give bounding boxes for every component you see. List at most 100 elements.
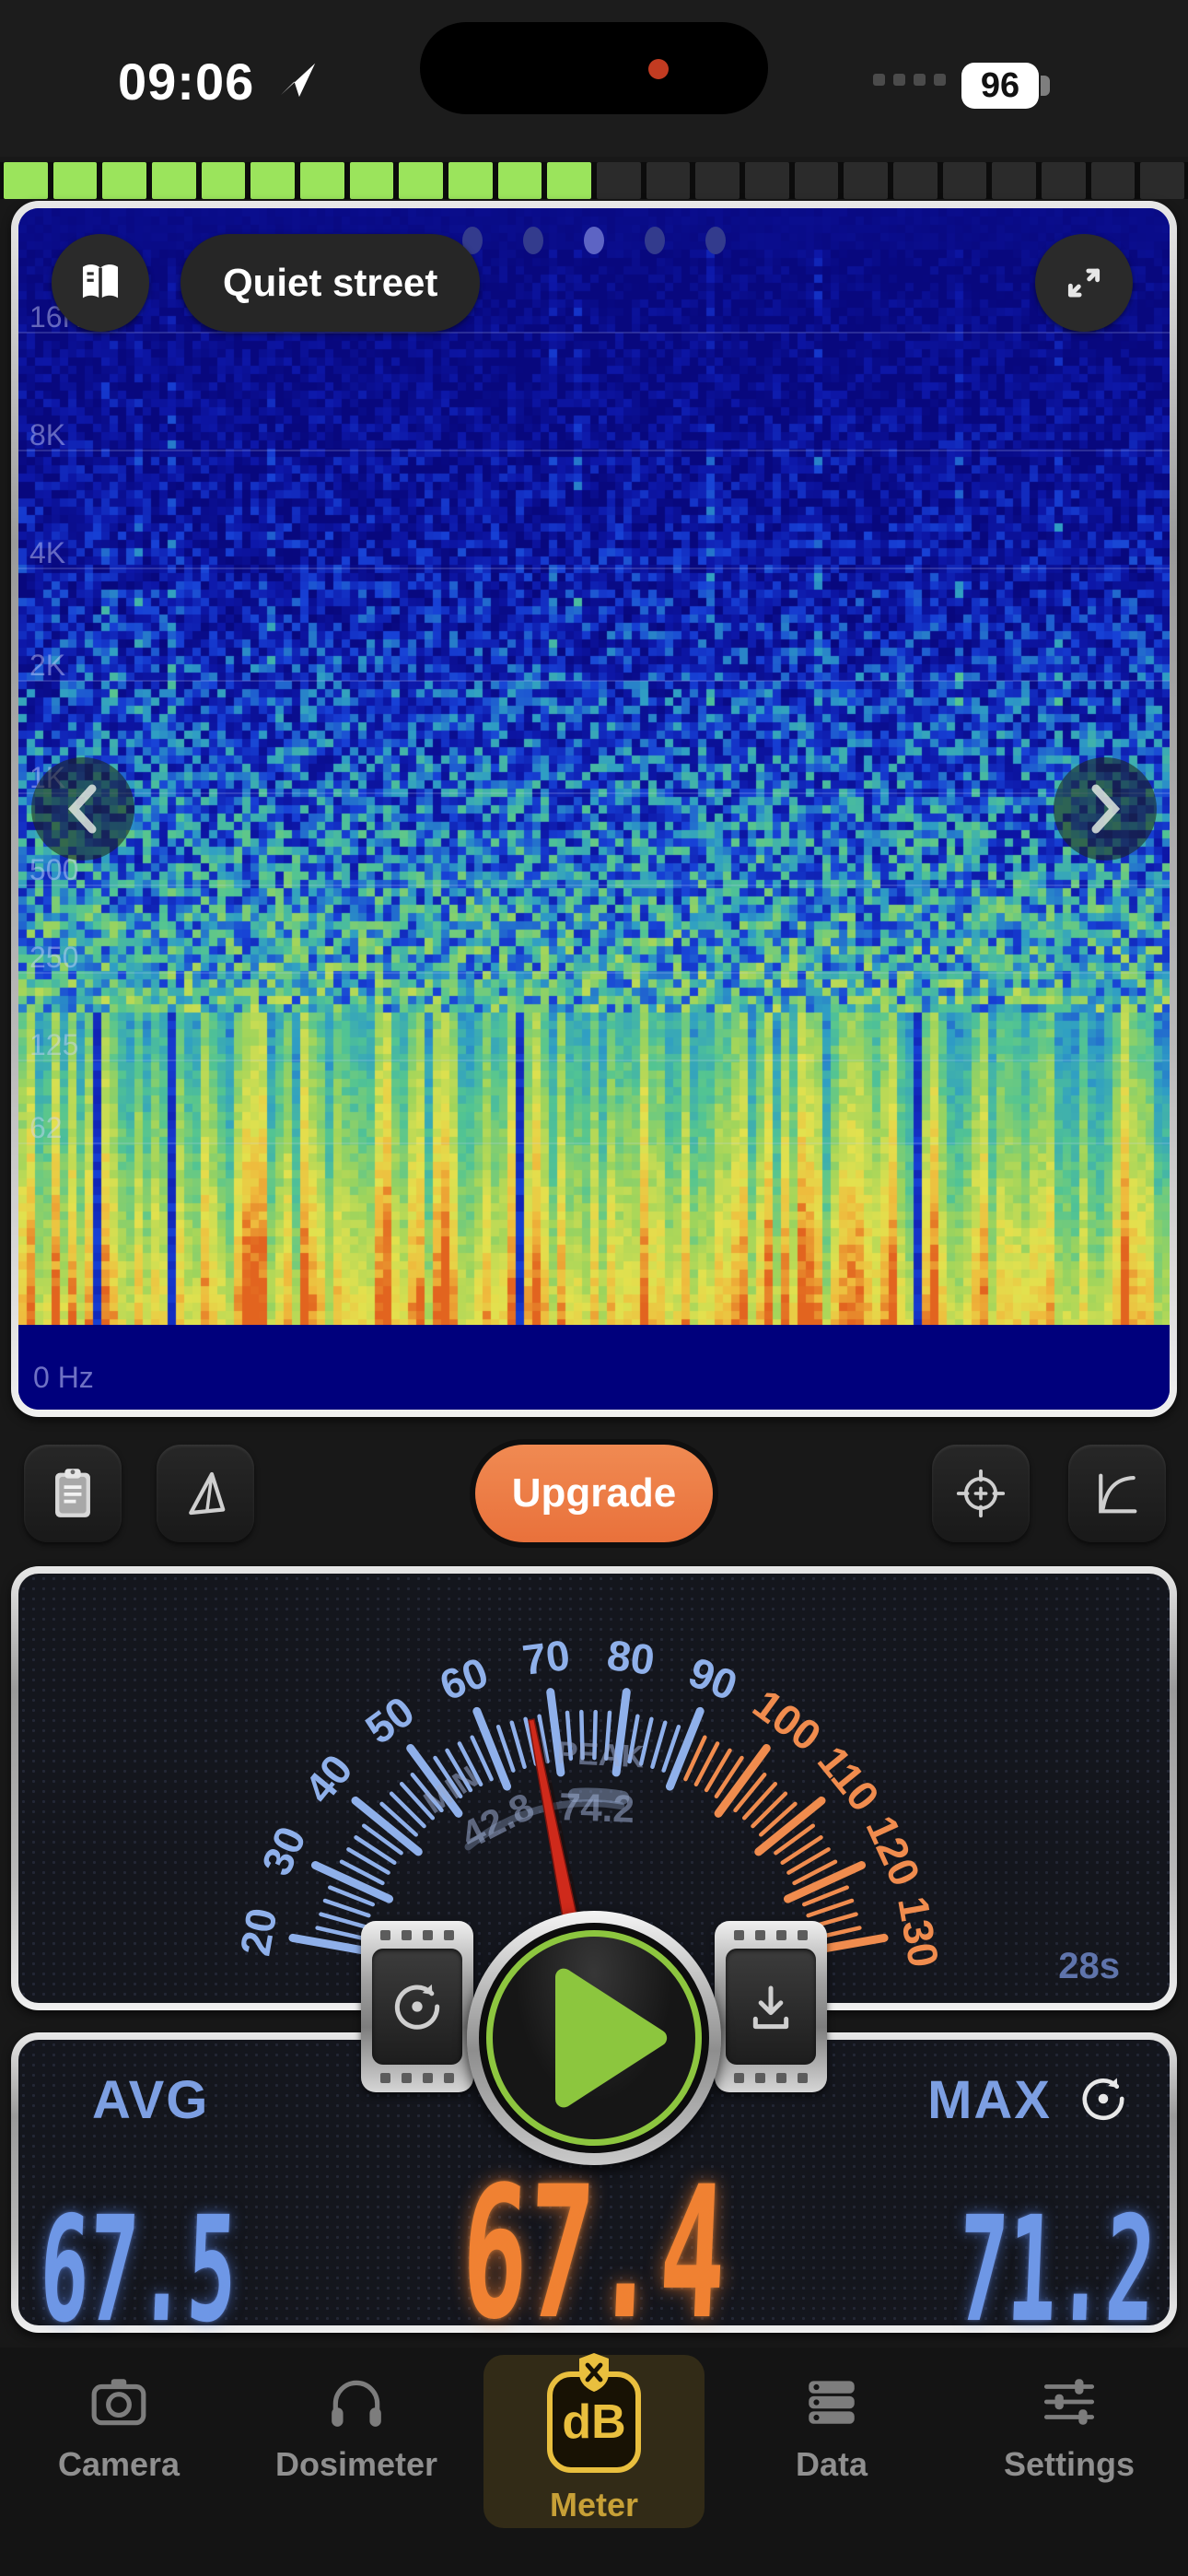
avg-label: AVG — [92, 2070, 210, 2130]
tab-settings[interactable]: Settings — [950, 2348, 1188, 2576]
recording-segment — [992, 162, 1037, 199]
spectrogram-panel: 16K8K4K2K1K50025012562 0 Hz Quiet street — [11, 201, 1177, 1417]
save-button[interactable] — [715, 1921, 827, 2092]
recording-segment — [4, 162, 48, 199]
upgrade-label: Upgrade — [511, 1470, 677, 1516]
page-dot[interactable] — [523, 227, 543, 254]
expand-icon — [1067, 268, 1101, 298]
restart-button[interactable] — [361, 1921, 473, 2092]
report-button[interactable] — [24, 1445, 122, 1542]
frequency-label: 2K — [29, 649, 66, 682]
recording-progress — [0, 162, 1188, 199]
play-icon — [555, 1968, 668, 2108]
battery-nub — [1041, 76, 1050, 96]
cellular-dots — [873, 74, 946, 86]
frequency-gridline — [18, 680, 1170, 682]
frequency-gridline — [18, 450, 1170, 451]
status-bar: 09:06 96 — [0, 0, 1188, 157]
recording-segment — [399, 162, 444, 199]
download-icon — [752, 1985, 789, 2030]
tab-dosimeter[interactable]: Dosimeter — [238, 2348, 475, 2576]
recording-segment — [844, 162, 889, 199]
recording-segment — [547, 162, 592, 199]
page-dot[interactable] — [645, 227, 665, 254]
chart-icon — [1099, 1473, 1137, 1514]
recording-segment — [646, 162, 691, 199]
recording-segment — [152, 162, 196, 199]
frequency-label: 62 — [29, 1111, 63, 1144]
frequency-gridline — [18, 884, 1170, 886]
location-arrow-icon — [280, 63, 316, 98]
clipboard-icon — [55, 1469, 90, 1517]
tab-label: Dosimeter — [274, 2445, 438, 2483]
recording-segment — [201, 162, 246, 199]
max-reset-button[interactable] — [1077, 2073, 1129, 2125]
recording-segment — [448, 162, 493, 199]
presets-button[interactable] — [52, 234, 149, 332]
current-value: 67.4 — [458, 2147, 730, 2359]
calibration-button[interactable] — [157, 1445, 254, 1542]
book-icon — [82, 264, 119, 299]
recording-segment — [794, 162, 839, 199]
frequency-label: 8K — [29, 418, 66, 451]
battery-indicator: 96 — [961, 63, 1039, 109]
tab-label: Meter — [549, 2486, 639, 2523]
play-button[interactable] — [467, 1911, 721, 2165]
scroll-left-button[interactable] — [31, 757, 134, 861]
recording-segment — [695, 162, 740, 199]
upgrade-button[interactable]: Upgrade — [475, 1445, 713, 1542]
frequency-gridline — [18, 568, 1170, 569]
page-dot[interactable] — [462, 227, 483, 254]
avg-value: 67.5 — [37, 2185, 240, 2355]
recording-segment — [52, 162, 98, 199]
target-button[interactable] — [932, 1445, 1030, 1542]
restart-icon — [394, 1984, 440, 2030]
scroll-right-button[interactable] — [1054, 757, 1157, 861]
max-label: MAX — [927, 2070, 1052, 2130]
db-badge-label: dB — [562, 2395, 626, 2449]
tab-label: Settings — [1003, 2445, 1135, 2483]
chart-button[interactable] — [1068, 1445, 1166, 1542]
prism-icon — [189, 1471, 226, 1516]
preset-title-pill[interactable]: Quiet street — [181, 234, 481, 332]
status-time: 09:06 — [118, 53, 255, 111]
target-icon — [956, 1469, 1006, 1518]
elapsed-timer: 28s — [1058, 1946, 1120, 1986]
spectrogram-baseline-band — [18, 1325, 1170, 1410]
spectrogram-area[interactable]: 16K8K4K2K1K50025012562 0 Hz Quiet street — [18, 208, 1170, 1410]
frequency-gridline — [18, 1142, 1170, 1144]
shield-icon — [579, 2353, 609, 2392]
recording-segment — [497, 162, 542, 199]
dynamic-island — [420, 22, 768, 114]
tab-label: Data — [795, 2445, 868, 2483]
tab-meter[interactable]: dB Meter — [475, 2348, 713, 2576]
frequency-gridline — [18, 332, 1170, 334]
frequency-gridline — [18, 1060, 1170, 1061]
tab-data[interactable]: Data — [713, 2348, 950, 2576]
recording-segment — [597, 162, 641, 199]
frequency-label: 125 — [29, 1028, 79, 1061]
recording-segment — [1140, 162, 1185, 199]
tab-bar: Camera Dosimeter dB Meter — [0, 2348, 1188, 2576]
recording-segment — [250, 162, 296, 199]
frequency-gridline — [18, 792, 1170, 794]
recording-segment — [745, 162, 789, 199]
recording-segment — [942, 162, 987, 199]
db-badge-icon: dB — [547, 2353, 641, 2473]
preset-title: Quiet street — [223, 261, 438, 304]
tab-camera[interactable]: Camera — [0, 2348, 238, 2576]
frequency-gridline — [18, 972, 1170, 974]
chevron-right-icon — [1091, 784, 1121, 834]
recording-segment — [1090, 162, 1136, 199]
max-value: 71.2 — [954, 2185, 1159, 2355]
page-dots[interactable] — [18, 227, 1170, 254]
page-dot-active[interactable] — [584, 227, 604, 254]
spectrogram-canvas[interactable] — [18, 208, 1170, 1408]
page-dot[interactable] — [705, 227, 726, 254]
recording-segment — [1042, 162, 1086, 199]
headphones-icon — [332, 2380, 381, 2427]
recording-segment — [893, 162, 938, 199]
chevron-left-icon — [67, 784, 97, 834]
fullscreen-button[interactable] — [1035, 234, 1133, 332]
